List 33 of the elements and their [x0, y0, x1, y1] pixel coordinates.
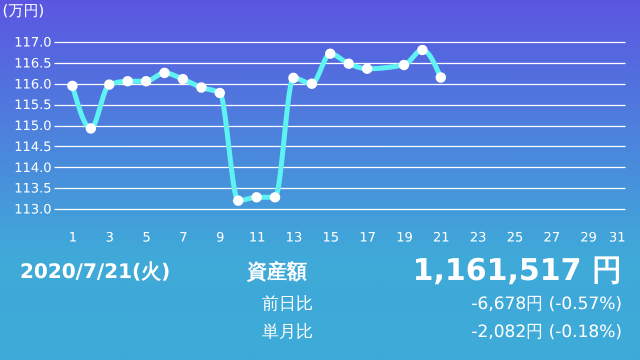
y-tick-label: 115.0 — [14, 119, 52, 134]
x-tick-label: 21 — [433, 230, 450, 246]
y-tick-label: 113.0 — [14, 202, 52, 218]
x-tick-label: 19 — [396, 230, 413, 246]
text: 2020/7/21(火) — [20, 258, 170, 285]
y-tick-label: 115.5 — [14, 98, 52, 114]
text: 資産額 — [247, 258, 307, 285]
y-tick-label: 114.0 — [14, 160, 52, 176]
text: -2,082円 (-0.18%) — [471, 321, 622, 343]
x-tick-label: 31 — [608, 230, 626, 246]
text: 単月比 — [262, 321, 313, 343]
x-tick-label: 5 — [142, 230, 151, 246]
x-tick-label: 7 — [179, 230, 188, 246]
y-axis-title: (万円) — [2, 2, 44, 20]
y-tick-label: 113.5 — [14, 182, 52, 197]
x-tick-label: 1 — [68, 230, 78, 246]
text: -6,678円 (-0.57%) — [471, 293, 622, 315]
y-tick-label: 114.5 — [14, 140, 52, 155]
x-tick-label: 15 — [322, 230, 340, 246]
y-tick-label: 116.0 — [14, 77, 52, 92]
x-tick-label: 27 — [544, 230, 560, 246]
x-tick-label: 25 — [506, 230, 524, 246]
x-tick-label: 13 — [286, 230, 302, 246]
x-tick-label: 3 — [106, 230, 114, 246]
text: 前日比 — [262, 293, 313, 315]
x-tick-label: 11 — [248, 230, 266, 246]
y-tick-label: 117.0 — [14, 36, 52, 50]
x-tick-label: 29 — [580, 230, 597, 246]
y-tick-label: 116.5 — [14, 56, 52, 72]
x-tick-label: 17 — [359, 230, 376, 246]
x-tick-label: 23 — [470, 230, 486, 246]
text: 1,161,517 円 — [412, 252, 622, 290]
x-tick-label: 9 — [216, 230, 224, 246]
